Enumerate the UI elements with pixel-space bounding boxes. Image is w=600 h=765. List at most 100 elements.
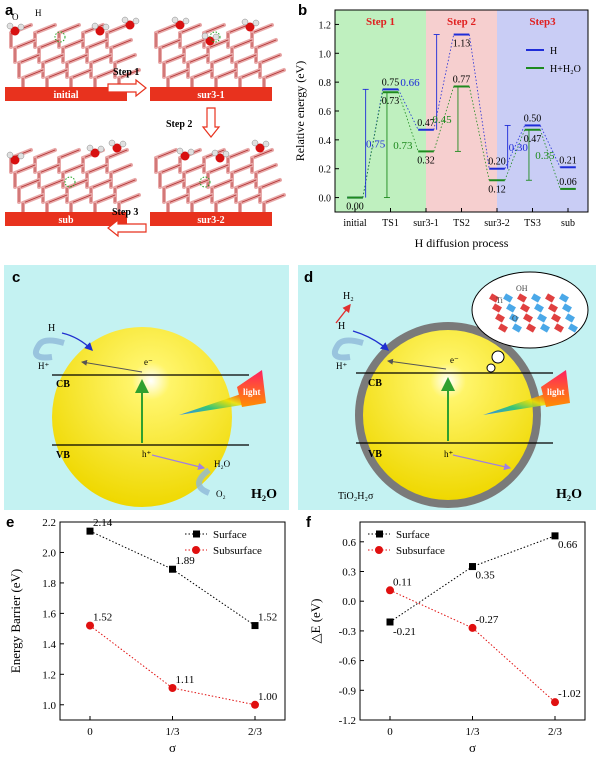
connector-h [397, 89, 419, 130]
lattice-bond-edge [86, 39, 108, 49]
panel-label-e: e [6, 514, 15, 531]
connector-h-h2o [433, 86, 455, 152]
state-label-bar [5, 87, 127, 101]
y-tick-label: 0.6 [342, 537, 356, 549]
energy-value-label: 0.47 [417, 118, 435, 129]
lattice-unit [540, 323, 550, 333]
h2-arrow [335, 303, 351, 324]
hydrogen-atom [187, 148, 195, 156]
lattice-unit [545, 293, 555, 303]
hole-arrow [452, 454, 512, 471]
lattice-bond-edge [255, 164, 277, 174]
lattice-bond-edge [70, 194, 92, 204]
slab-structure-initial: initial [5, 16, 141, 101]
lattice-unit [565, 313, 575, 323]
lattice-bond-edge [66, 179, 88, 189]
x-tick-label: sur3-2 [484, 218, 510, 229]
state-label: sur3-2 [197, 215, 224, 226]
x-tick-label: 2/3 [548, 726, 563, 738]
x-tick-label: initial [343, 218, 367, 229]
light-beam [483, 393, 548, 415]
lattice-bond-edge [191, 194, 213, 204]
step2-label: Step 2 [166, 119, 192, 130]
lattice-unit [559, 293, 569, 303]
energy-value-label: 0.21 [559, 155, 577, 166]
hydrogen-atom [252, 19, 260, 27]
lattice-unit [512, 323, 522, 333]
energy-value-label: 0.50 [524, 113, 542, 124]
hydrogen-atom [102, 23, 110, 31]
lattice-bond-edge [62, 164, 84, 174]
lattice-unit [568, 323, 578, 333]
energy-value-label: 0.20 [488, 157, 506, 168]
lattice-unit [531, 293, 541, 303]
lattice-bond-edge [159, 39, 181, 49]
panel-b: b Step 1 Step 2 Step3 0.0 0.2 0.4 0.6 0.8 1.0 1.2… [290, 0, 600, 262]
lattice-bond-edge [251, 24, 273, 34]
oxygen-atom [180, 151, 190, 161]
state-label: sur3-1 [197, 90, 224, 101]
y-tick-label: 0.0 [342, 596, 356, 608]
label-vb: VB [56, 450, 70, 461]
y-tick-label: -0.3 [339, 626, 357, 638]
x-tick-label: TS3 [524, 218, 541, 229]
y-tick-label: 0.3 [342, 567, 356, 579]
point-subsurface [168, 684, 177, 693]
data-label-subsurface: -0.27 [476, 614, 499, 626]
lattice-bond-edge [183, 164, 205, 174]
hydrogen-atom [121, 16, 129, 24]
data-label-surface: -0.21 [393, 626, 416, 638]
lattice-bond-edge [86, 164, 108, 174]
photocatalysis-scheme-coated: H₂ H H⁺ e⁻ CB VB h⁺ TiO₂H₂σ light H₂O Ti… [332, 271, 589, 508]
lattice-bond-edge [70, 69, 92, 79]
label-h2o-small: H₂O [214, 459, 231, 469]
data-label-subsurface: 1.00 [258, 691, 278, 703]
barrier-w-step3-label: 0.35 [535, 150, 555, 162]
lattice-bond-edge [215, 69, 237, 79]
state-label: sub [58, 215, 73, 226]
data-label-subsurface: 1.52 [93, 612, 112, 624]
y-tick-label: 0.0 [319, 194, 332, 205]
energy-value-label: 0.47 [524, 134, 542, 145]
lattice-bond-edge [235, 54, 257, 64]
slab-structure-sub: sub [5, 139, 141, 226]
lattice-bond-edge [155, 24, 177, 34]
x-axis-title: σ [469, 740, 476, 755]
lattice-bond-edge [263, 69, 285, 79]
lattice-bond-edge [106, 24, 128, 34]
lattice-bond-edge [42, 54, 64, 64]
label-hole: h⁺ [142, 449, 152, 459]
energy-value-label: 0.00 [346, 202, 364, 213]
lattice-bond-edge [191, 69, 213, 79]
o2-swirl [196, 467, 211, 496]
lattice-bond-edge [22, 194, 44, 204]
barrier-h-step1-label: 0.75 [366, 138, 386, 150]
barrier-w-step2-label: 0.45 [432, 114, 452, 126]
data-label-subsurface: -1.02 [558, 688, 581, 700]
label-h2o: H₂O [556, 487, 582, 502]
lattice-bond-edge [14, 39, 36, 49]
lattice-bond-edge [82, 24, 104, 34]
hydrogen-atom [171, 16, 179, 24]
lattice-bond-edge [38, 39, 60, 49]
lattice-bond-edge [94, 69, 116, 79]
point-surface [86, 527, 94, 535]
oxygen-atom [125, 20, 135, 30]
y-tick-label: -0.6 [339, 656, 357, 668]
oxygen-atom [175, 20, 185, 30]
x-axis-title: H diffusion process [415, 236, 509, 250]
h-site-marker [64, 176, 76, 188]
lattice-unit [526, 323, 536, 333]
plot-frame [359, 521, 586, 721]
lattice-bond-edge [203, 24, 225, 34]
x-tick-label: sur3-1 [413, 218, 439, 229]
point-subsurface [468, 623, 477, 632]
lattice-bond-edge [163, 54, 185, 64]
label-h: H [48, 323, 55, 334]
label-h: H [338, 321, 345, 332]
lattice-unit [548, 303, 558, 313]
lattice-bond-edge [155, 149, 177, 159]
panel-d: H₂ H H⁺ e⁻ CB VB h⁺ TiO₂H₂σ light H₂O Ti… [298, 265, 596, 510]
lattice-bond-edge [90, 179, 112, 189]
lattice-bond-edge [207, 39, 229, 49]
